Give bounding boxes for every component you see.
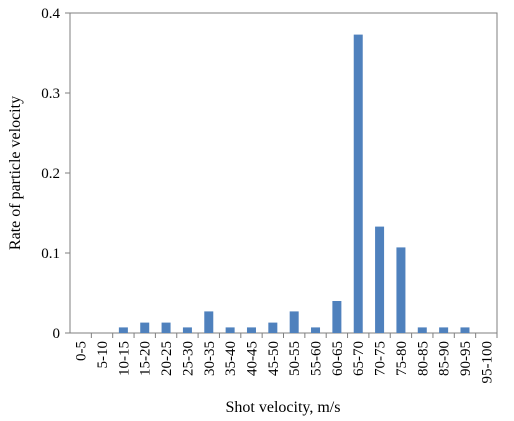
x-tick-label: 20-25 [159,341,175,376]
x-tick-label: 65-70 [351,341,367,376]
x-tick-label: 30-35 [202,341,218,376]
bar-45-50 [268,322,278,333]
y-tick-label: 0.1 [41,246,60,262]
y-axis: 0 0.1 0.2 0.3 0.4 [41,6,70,342]
x-tick-label: 50-55 [287,341,303,376]
plot-area [69,12,498,334]
x-tick-label: 10-15 [116,341,132,376]
bar-50-55 [289,311,299,333]
x-axis-title: Shot velocity, m/s [226,399,341,416]
bar-70-75 [375,226,385,333]
bar-60-65 [332,301,342,333]
x-tick-label: 0-5 [74,341,90,361]
bar-85-90 [439,327,449,333]
x-tick-label: 45-50 [266,341,282,376]
bars [118,34,470,333]
x-tick-label: 5-10 [95,341,111,369]
y-tick-label: 0 [53,326,61,342]
x-tick-label: 75-80 [394,341,410,376]
bar-65-70 [353,34,363,333]
x-tick-label: 90-95 [458,341,474,376]
x-tick-label: 15-20 [138,341,154,376]
bar-25-30 [182,327,192,333]
x-tick-label: 85-90 [437,341,453,376]
bar-15-20 [140,322,150,333]
x-tick-label: 35-40 [223,341,239,376]
bar-30-35 [204,311,214,333]
bar-10-15 [118,327,128,333]
y-tick-label: 0.2 [41,166,60,182]
x-axis: 0-5 5-10 10-15 15-20 20-25 25-30 30-35 35-40 40-… [74,333,498,384]
x-tick-label: 60-65 [330,341,346,376]
x-tick-label: 70-75 [373,341,389,376]
y-tick-label: 0.4 [41,6,60,22]
bar-80-85 [417,327,427,333]
bar-75-80 [396,247,406,333]
x-tick-label: 40-45 [244,341,260,376]
bar-90-95 [460,327,470,333]
x-tick-label: 55-60 [309,341,325,376]
bar-40-45 [246,327,256,333]
x-tick-label: 80-85 [415,341,431,376]
bar-55-60 [311,327,321,333]
bar-35-40 [225,327,235,333]
x-tick-label: 25-30 [180,341,196,376]
y-axis-title: Rate of particle velocity [7,96,24,250]
y-tick-label: 0.3 [41,86,60,102]
x-tick-label: 95-100 [479,341,495,384]
bar-20-25 [161,322,171,333]
